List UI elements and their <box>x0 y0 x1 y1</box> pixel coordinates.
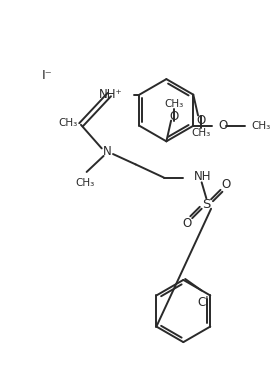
Text: I⁻: I⁻ <box>41 69 52 82</box>
Text: CH₃: CH₃ <box>191 128 210 138</box>
Text: CH₃: CH₃ <box>58 118 77 128</box>
Text: O: O <box>169 110 179 123</box>
Text: CH₃: CH₃ <box>252 121 271 131</box>
Text: O: O <box>182 217 191 230</box>
Text: CH₃: CH₃ <box>75 178 94 188</box>
Text: N: N <box>103 145 112 158</box>
Text: O: O <box>196 114 206 127</box>
Text: Cl: Cl <box>198 296 209 309</box>
Text: S: S <box>202 198 210 211</box>
Text: NH⁺: NH⁺ <box>99 88 123 101</box>
Text: CH₃: CH₃ <box>164 99 183 109</box>
Text: O: O <box>219 119 228 132</box>
Text: O: O <box>221 178 231 191</box>
Text: NH: NH <box>194 170 212 183</box>
